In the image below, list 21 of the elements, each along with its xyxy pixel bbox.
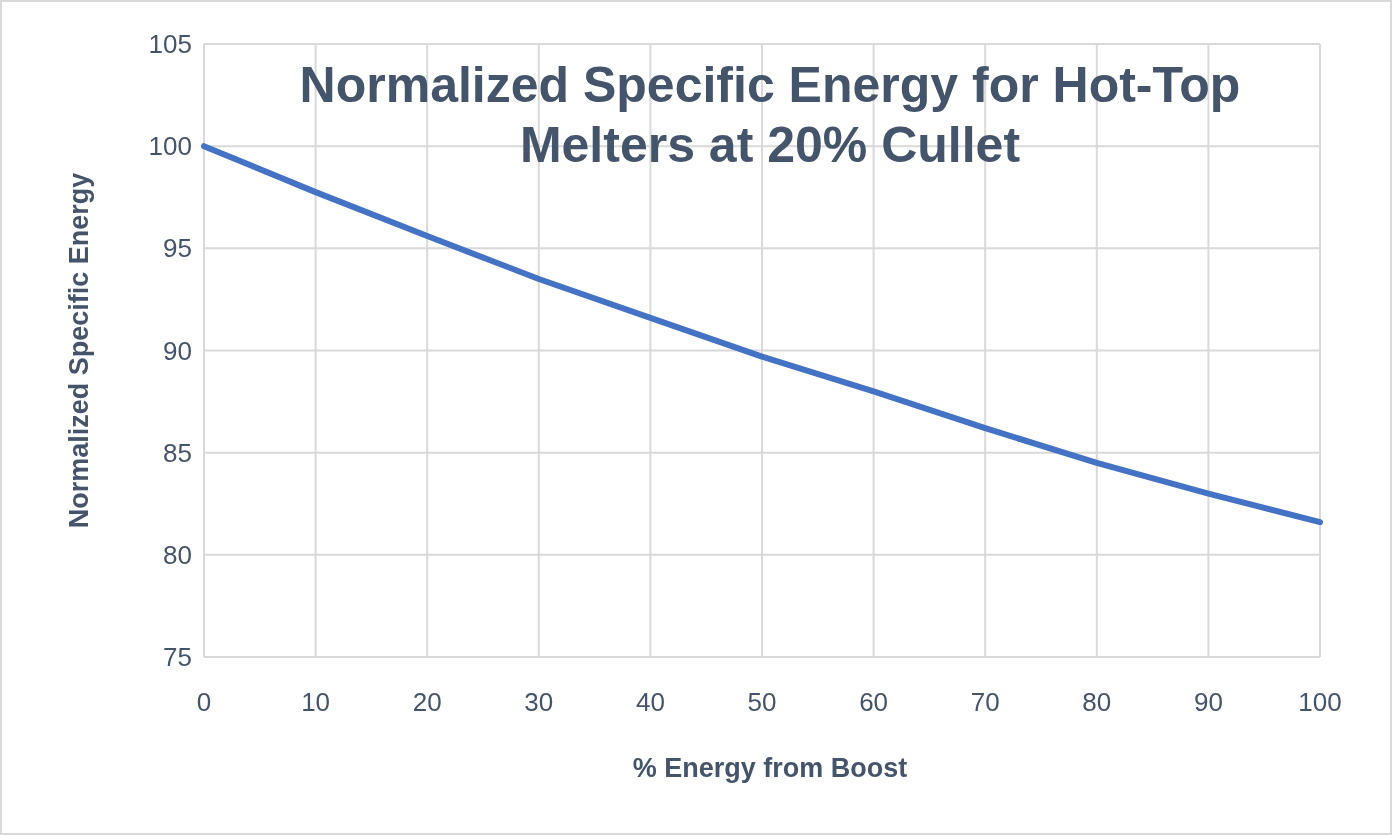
y-tick-label: 95 xyxy=(163,233,192,264)
x-tick-label: 10 xyxy=(301,687,331,717)
x-tick-label: 20 xyxy=(412,687,442,717)
y-tick-label: 75 xyxy=(163,642,192,673)
text: Normalized Specific Energy for Hot-Top Melters at 20% Cullet xyxy=(299,57,1241,173)
x-tick-label: 0 xyxy=(196,687,212,717)
x-tick-label: 90 xyxy=(1193,687,1223,717)
x-tick-label: 70 xyxy=(970,687,1000,717)
x-tick-label: 40 xyxy=(635,687,665,717)
y-axis-title: Normalized Specific Energy xyxy=(64,172,94,529)
y-tick-label: 100 xyxy=(148,131,192,162)
x-tick-label: 30 xyxy=(524,687,554,717)
x-tick-label: 100 xyxy=(1298,687,1342,717)
y-tick-label: 90 xyxy=(163,335,192,366)
y-tick-label: 85 xyxy=(163,437,192,468)
y-tick-label: 80 xyxy=(163,539,192,570)
x-axis-title: % Energy from Boost xyxy=(632,753,908,783)
x-tick-label: 50 xyxy=(747,687,777,717)
x-tick-label: 80 xyxy=(1082,687,1112,717)
y-tick-label: 105 xyxy=(148,29,192,60)
x-tick-label: 60 xyxy=(859,687,889,717)
